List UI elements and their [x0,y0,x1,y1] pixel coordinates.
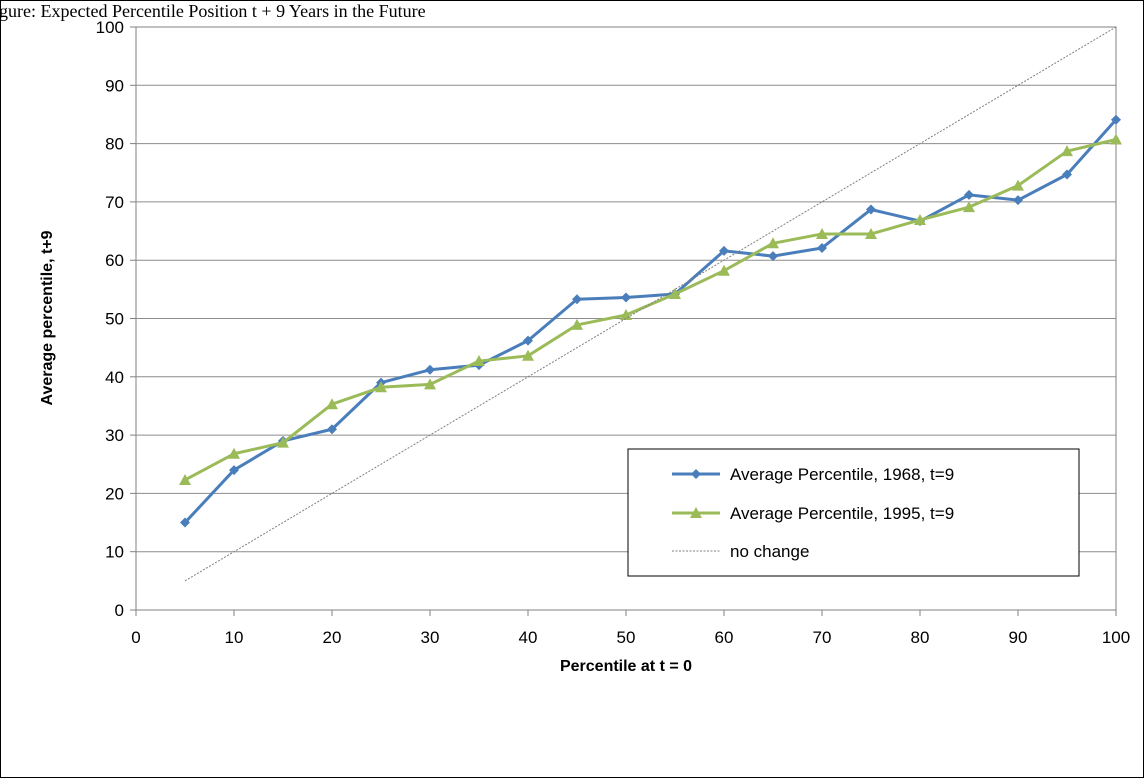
point-s2-x65 [767,237,779,249]
series-1 [180,114,1121,528]
legend-entry-no-change: no change [672,542,809,561]
y-tick-label-0: 0 [115,601,124,620]
point-s1-x45 [572,294,582,305]
x-tick-label-30: 30 [421,628,440,647]
point-s2-x15 [277,436,289,448]
point-s1-x10 [229,465,239,476]
legend-entry-1995: Average Percentile, 1995, t=9 [672,504,954,523]
series-line-1 [183,118,1118,524]
point-s1-x75 [866,204,876,215]
point-s1-x30 [425,364,435,375]
y-tick-label-10: 10 [105,543,124,562]
figure-header: igure: Expected Percentile Position t + … [0,1,426,21]
point-s2-x75 [865,227,877,239]
x-axis-title: Percentile at t = 0 [560,658,692,675]
point-s2-x85 [963,201,975,213]
point-s1-x5 [180,517,190,528]
legend-label-1968: Average Percentile, 1968, t=9 [730,465,954,484]
y-tick-label-20: 20 [105,484,124,503]
point-s1-x20 [327,424,337,435]
point-s1-x65 [768,251,778,262]
x-tick-label-40: 40 [519,628,538,647]
x-tick-label-50: 50 [617,628,636,647]
x-axis-ticks: 0 10 20 30 40 50 60 70 80 90 100 [131,610,1130,647]
x-tick-label-90: 90 [1009,628,1028,647]
x-tick-label-60: 60 [715,628,734,647]
y-tick-label-30: 30 [105,426,124,445]
y-tick-label-80: 80 [105,135,124,154]
point-s2-x60 [718,264,730,276]
x-tick-label-80: 80 [911,628,930,647]
point-s2-x20 [326,398,338,410]
point-s1-x95 [1062,169,1072,180]
x-tick-label-0: 0 [131,628,140,647]
point-s2-x70 [816,227,828,239]
point-s2-x45 [571,318,583,330]
point-s2-x5 [179,473,191,485]
point-s2-x90 [1012,179,1024,191]
point-s2-x95 [1061,145,1073,157]
point-s1-x60 [719,245,729,256]
legend-marker-1968 [691,469,701,479]
point-s2-x40 [522,349,534,361]
series-layer [179,26,1122,582]
x-tick-label-70: 70 [813,628,832,647]
y-tick-label-70: 70 [105,193,124,212]
point-s2-x35 [473,355,485,367]
legend: Average Percentile, 1968, t=9 Average Pe… [627,448,1080,577]
legend-label-1995: Average Percentile, 1995, t=9 [730,504,954,523]
y-tick-label-60: 60 [105,251,124,270]
point-s2-x10 [228,447,240,459]
point-s1-x100 [1111,114,1121,125]
y-tick-label-100: 100 [96,18,124,37]
y-axis-title: Average percentile, t+9 [39,230,56,405]
point-s2-x80 [914,213,926,225]
y-tick-label-90: 90 [105,76,124,95]
point-s1-x85 [964,189,974,200]
y-tick-label-50: 50 [105,310,124,329]
x-tick-label-100: 100 [1102,628,1130,647]
point-s2-x55 [669,288,681,300]
point-s2-x30 [424,378,436,390]
point-s2-x25 [375,381,387,393]
point-s1-x40 [523,335,533,346]
legend-entry-1968: Average Percentile, 1968, t=9 [672,465,954,484]
legend-marker-1995 [690,507,702,518]
series-2 [179,133,1122,485]
y-tick-label-40: 40 [105,368,124,387]
x-tick-label-10: 10 [225,628,244,647]
point-s1-x90 [1013,195,1023,206]
grid-lines [136,84,1116,553]
series-line-2 [184,138,1117,482]
x-tick-label-20: 20 [323,628,342,647]
point-s2-x100 [1110,133,1122,145]
point-s1-x50 [621,292,631,303]
y-axis-ticks: 0 10 20 30 40 50 60 70 80 90 100 [96,18,136,620]
legend-label-no-change: no change [730,542,809,561]
point-s1-x70 [817,242,827,253]
